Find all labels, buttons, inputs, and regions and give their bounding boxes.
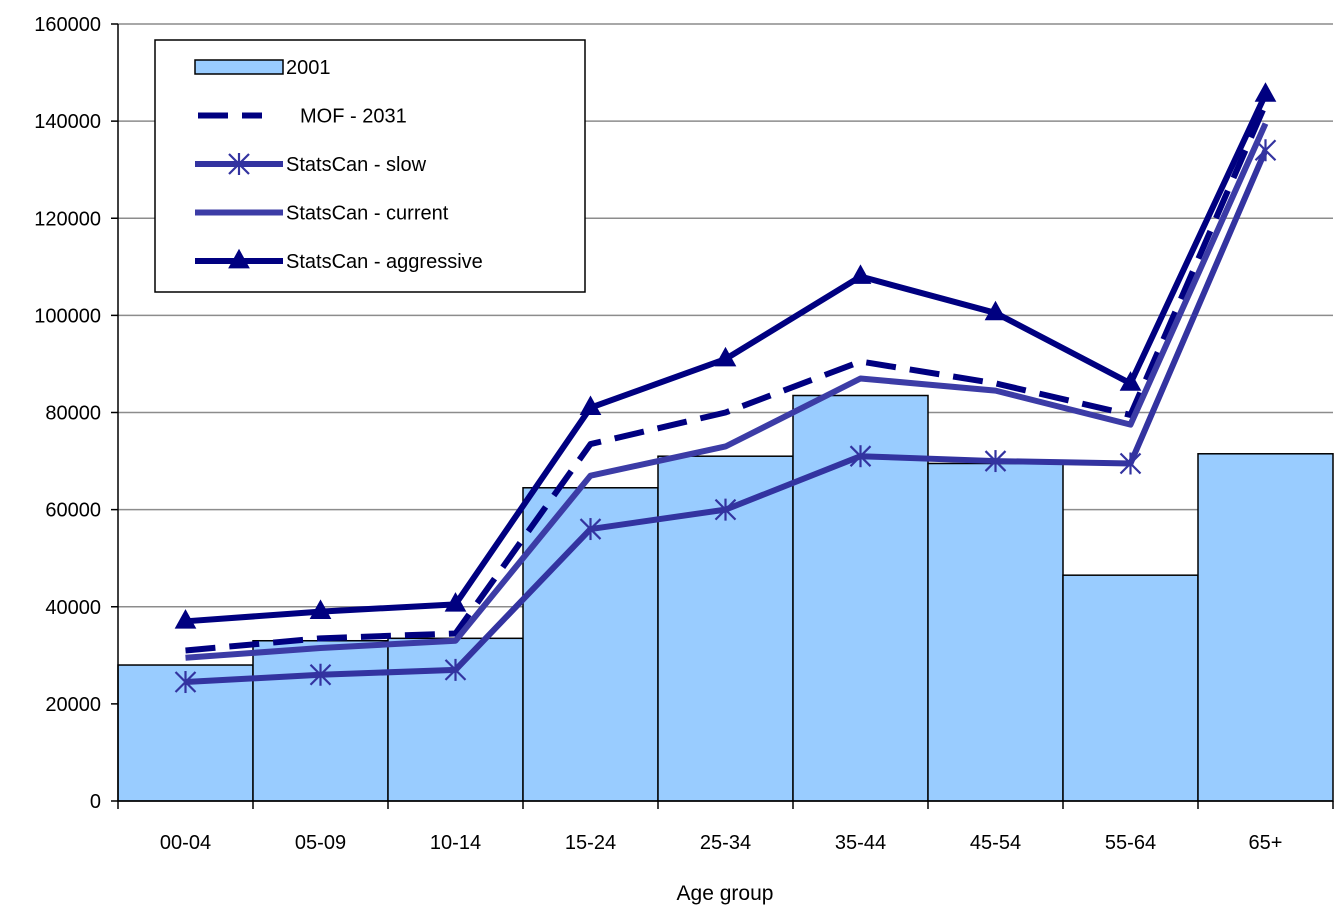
asterisk-marker xyxy=(579,518,602,541)
series-line xyxy=(185,102,1269,654)
y-tick-label: 140000 xyxy=(34,111,101,133)
triangle-marker xyxy=(1119,371,1142,391)
line-series xyxy=(174,82,1277,694)
legend-swatch xyxy=(194,59,284,75)
y-tick-label: 160000 xyxy=(34,14,101,36)
asterisk-marker xyxy=(444,658,467,681)
y-tick-label: 120000 xyxy=(34,208,101,230)
y-tick-label: 60000 xyxy=(45,500,101,522)
x-tick-label: 00-04 xyxy=(160,832,211,854)
triangle-marker xyxy=(714,346,737,367)
axes xyxy=(111,23,1334,809)
triangle-marker xyxy=(444,592,467,612)
x-tick-label: 25-34 xyxy=(700,832,751,854)
legend-label: StatsCan - current xyxy=(286,203,449,225)
y-tick-label: 100000 xyxy=(34,305,101,327)
bar xyxy=(1062,574,1199,802)
x-tick-label: 65+ xyxy=(1249,832,1283,854)
legend: 2001 MOF - 2031 StatsCan - slow StatsCan - … xyxy=(154,39,586,293)
x-tick-label: 05-09 xyxy=(295,832,346,854)
legend-label: StatsCan - slow xyxy=(286,154,427,176)
legend-label: StatsCan - aggressive xyxy=(286,251,483,273)
legend-label: MOF - 2031 xyxy=(300,106,407,128)
triangle-marker xyxy=(174,609,197,629)
y-tick-labels: 0 20000 40000 60000 80000 100000 120000 140000 1… xyxy=(34,14,101,813)
triangle-marker xyxy=(984,300,1007,321)
triangle-marker xyxy=(228,248,250,269)
triangle-marker xyxy=(579,395,602,415)
asterisk-marker xyxy=(984,450,1007,473)
asterisk-marker xyxy=(309,663,332,686)
triangle-marker xyxy=(309,599,332,619)
asterisk-marker xyxy=(714,498,737,521)
x-axis-title: Age group xyxy=(677,882,774,905)
bar-series xyxy=(117,394,1334,802)
x-tick-labels: 00-04 05-09 10-14 15-24 25-34 35-44 45-54 55-64… xyxy=(160,832,1283,854)
series-line xyxy=(185,122,1269,661)
x-tick-label: 55-64 xyxy=(1105,832,1156,854)
triangle-marker xyxy=(849,264,872,284)
legend-label: 2001 xyxy=(286,57,331,79)
asterisk-marker xyxy=(228,153,250,175)
triangle-marker xyxy=(1254,82,1277,102)
y-tick-label: 20000 xyxy=(45,694,101,716)
x-tick-label: 15-24 xyxy=(565,832,616,854)
bar xyxy=(927,462,1064,802)
asterisk-marker xyxy=(1119,452,1142,475)
y-tick-label: 80000 xyxy=(45,403,101,425)
y-tick-label: 40000 xyxy=(45,597,101,619)
asterisk-marker xyxy=(849,445,872,468)
y-tick-label: 0 xyxy=(90,791,101,813)
asterisk-marker xyxy=(174,671,197,694)
bar xyxy=(1197,453,1334,802)
x-tick-label: 10-14 xyxy=(430,832,481,854)
x-tick-label: 35-44 xyxy=(835,832,886,854)
x-tick-label: 45-54 xyxy=(970,832,1021,854)
